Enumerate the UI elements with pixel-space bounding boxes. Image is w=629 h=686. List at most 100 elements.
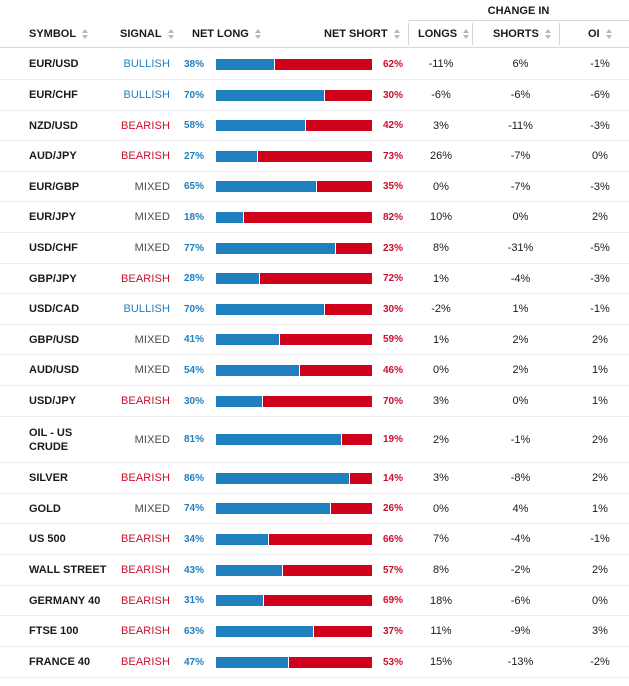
symbol-cell[interactable]: US 500 [29,533,66,545]
sentiment-bar [216,243,372,254]
symbol-cell[interactable]: GBP/USD [29,333,80,346]
sentiment-bar-long-fill [216,181,318,192]
header-symbol[interactable]: SYMBOL [29,23,89,45]
table-row[interactable]: EUR/JPY MIXED 18% 82% 10% 0% 2% [0,202,629,233]
sentiment-bar-long-fill [216,304,326,315]
change-oi-cell: 2% [592,333,608,346]
header-shorts[interactable]: SHORTS [493,23,552,45]
symbol-cell[interactable]: EUR/CHF [29,89,78,101]
table-row[interactable]: WALL STREET BEARISH 43% 57% 8% -2% 2% [0,555,629,586]
table-row[interactable]: FRANCE 40 BEARISH 47% 53% 15% -13% -2% [0,647,629,678]
signal-cell: MIXED [134,242,170,254]
symbol-cell[interactable]: GERMANY 40 [29,594,101,607]
symbol-cell[interactable]: NZD/USD [29,119,78,132]
header-longs[interactable]: LONGS [418,23,470,45]
net-long-cell: 74% [183,503,204,514]
net-short-cell: 53% [382,656,403,668]
change-shorts-cell: -31% [507,242,534,254]
sentiment-bar [216,212,372,223]
signal-cell: BEARISH [121,594,170,607]
header-oi-label: OI [588,28,600,41]
header-net-long[interactable]: NET LONG [192,23,262,45]
symbol-cell[interactable]: GOLD [29,502,61,515]
change-oi-cell: -5% [590,242,610,254]
net-short-cell: 14% [382,472,403,484]
change-oi-cell: 1% [592,364,608,376]
table-row[interactable]: EUR/GBP MIXED 65% 35% 0% -7% -3% [0,172,629,202]
table-row[interactable]: USD/CHF MIXED 77% 23% 8% -31% -5% [0,233,629,264]
symbol-cell[interactable]: AUD/JPY [29,150,77,162]
change-oi-cell: 1% [592,395,608,407]
change-longs-cell: 7% [433,533,449,545]
change-oi-cell: 2% [592,564,608,576]
sort-arrows-icon[interactable] [254,29,262,40]
symbol-cell[interactable]: USD/CHF [29,242,78,254]
signal-cell: MIXED [134,180,170,193]
net-long-cell: 77% [183,242,204,254]
symbol-cell[interactable]: USD/JPY [29,395,77,407]
table-row[interactable]: GBP/JPY BEARISH 28% 72% 1% -4% -3% [0,264,629,294]
change-shorts-cell: 0% [512,395,529,407]
sort-arrows-icon[interactable] [82,29,89,40]
change-shorts-cell: -9% [510,625,531,637]
net-long-cell: 63% [183,625,204,637]
symbol-cell[interactable]: EUR/JPY [29,211,77,223]
symbol-cell[interactable]: EUR/GBP [29,180,80,193]
table-row[interactable]: GBP/USD MIXED 41% 59% 1% 2% 2% [0,325,629,355]
symbol-cell[interactable]: WALL STREET [29,564,107,576]
net-long-cell: 58% [183,120,204,131]
symbol-cell[interactable]: SILVER [29,472,68,484]
sentiment-bar [216,595,372,606]
change-shorts-cell: 2% [512,364,529,376]
table-row[interactable]: EUR/USD BULLISH 38% 62% -11% 6% -1% [0,49,629,80]
table-row[interactable]: GERMANY 40 BEARISH 31% 69% 18% -6% 0% [0,586,629,616]
header-signal[interactable]: SIGNAL [120,23,175,45]
sentiment-bar-long-fill [216,626,315,637]
net-short-cell: 19% [382,434,403,445]
symbol-cell[interactable]: FTSE 100 [29,625,79,637]
net-short-cell: 26% [382,503,403,514]
table-row[interactable]: USD/CAD BULLISH 70% 30% -2% 1% -1% [0,294,629,325]
sort-arrows-icon[interactable] [463,29,470,40]
sort-arrows-icon[interactable] [544,29,552,40]
header-net-short[interactable]: NET SHORT [324,23,401,45]
table-row[interactable]: SILVER BEARISH 86% 14% 3% -8% 2% [0,463,629,494]
net-long-cell: 70% [183,303,204,315]
sentiment-bar-long-fill [216,503,332,514]
table-row[interactable]: EUR/CHF BULLISH 70% 30% -6% -6% -6% [0,80,629,111]
change-longs-cell: 10% [429,211,453,223]
change-oi-cell: 1% [592,502,608,515]
symbol-cell[interactable]: GBP/JPY [29,272,77,285]
table-row[interactable]: AUD/JPY BEARISH 27% 73% 26% -7% 0% [0,141,629,172]
net-short-cell: 82% [382,211,403,223]
symbol-cell[interactable]: FRANCE 40 [29,656,91,668]
table-row[interactable]: FTSE 100 BEARISH 63% 37% 11% -9% 3% [0,616,629,647]
header-shorts-label: SHORTS [493,28,539,41]
header-divider [472,23,473,45]
sentiment-bar [216,626,372,637]
change-longs-cell: 0% [433,180,449,193]
header-oi[interactable]: OI [588,23,613,45]
table-row[interactable]: AUD/USD MIXED 54% 46% 0% 2% 1% [0,355,629,386]
change-longs-cell: 8% [433,242,449,254]
table-row[interactable]: NZD/USD BEARISH 58% 42% 3% -11% -3% [0,111,629,141]
sort-arrows-icon[interactable] [167,29,175,40]
table-row[interactable]: OIL - US CRUDE MIXED 81% 19% 2% -1% 2% [0,417,629,463]
header-longs-label: LONGS [418,28,458,41]
symbol-cell[interactable]: OIL - US CRUDE [29,426,73,453]
table-row[interactable]: US 500 BEARISH 34% 66% 7% -4% -1% [0,524,629,555]
table-row[interactable]: USD/JPY BEARISH 30% 70% 3% 0% 1% [0,386,629,417]
sort-arrows-icon[interactable] [393,29,401,40]
sentiment-bar-long-fill [216,59,276,70]
symbol-cell[interactable]: USD/CAD [29,303,80,315]
symbol-cell[interactable]: AUD/USD [29,364,80,376]
net-short-cell: 37% [382,625,403,637]
symbol-cell[interactable]: EUR/USD [29,58,79,70]
sort-arrows-icon[interactable] [605,29,613,40]
sentiment-bar [216,434,372,445]
change-oi-cell: 2% [592,211,608,223]
net-long-cell: 70% [183,89,204,101]
sentiment-bar [216,273,372,284]
change-in-underline [408,20,629,21]
table-row[interactable]: GOLD MIXED 74% 26% 0% 4% 1% [0,494,629,524]
